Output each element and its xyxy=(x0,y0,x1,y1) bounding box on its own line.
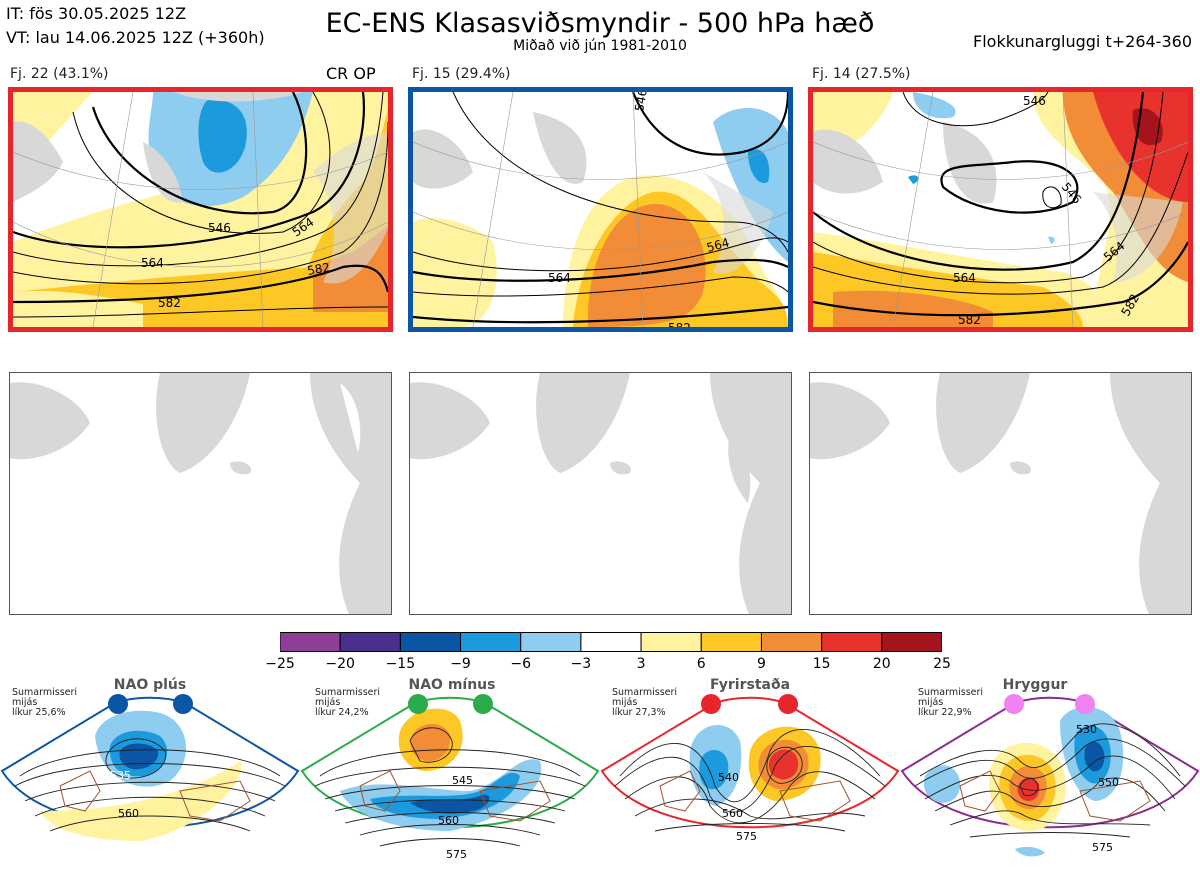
regime-4-season-line-1: Sumarmisseri xyxy=(918,687,984,698)
cluster-2-contour-label-4: 546 xyxy=(632,92,650,113)
regime-2-season-line-3: líkur 24,2% xyxy=(315,707,369,718)
colorbar-tick-label: −20 xyxy=(325,656,355,672)
valid-time: VT: lau 14.06.2025 12Z (+360h) xyxy=(6,28,265,47)
regime-2-season-line-1: Sumarmisseri xyxy=(315,687,381,698)
regime-2-contour-3: 575 xyxy=(446,848,467,861)
colorbar-tick-label: 9 xyxy=(756,656,766,672)
colorbar-segment xyxy=(580,632,642,652)
cluster-3-contour-label-3: 582 xyxy=(958,313,981,327)
regime-4-contour-3: 575 xyxy=(1092,841,1113,854)
colorbar-tick-label: 3 xyxy=(636,656,646,672)
classification-window: Flokkunargluggi t+264-360 xyxy=(973,32,1192,51)
colorbar-segment xyxy=(881,632,943,652)
colorbar-segment xyxy=(460,632,522,652)
cluster-3-svg: 546 564 582 546 564 582 xyxy=(813,92,1188,327)
regime-4-name: Hryggur xyxy=(1002,677,1068,693)
regime-1-season-line-1: Sumarmisseri xyxy=(12,687,78,698)
regime-2-name: NAO mínus xyxy=(408,677,496,693)
colorbar-labels: −25 −20 −15 −9 −6 −3 3 6 9 15 20 25 xyxy=(260,656,962,676)
chart-title: EC-ENS Klasasviðsmyndir - 500 hPa hæð xyxy=(325,8,875,39)
colorbar-tick-label: 25 xyxy=(933,656,951,672)
empty-map-2 xyxy=(409,372,792,615)
cluster-3-contour-label-4: 546 xyxy=(1023,94,1046,108)
regime-3: Fyrirstaða Sumarmisseri mijás líkur 27,3… xyxy=(600,676,900,871)
cluster-1-contour-label-5: 582 xyxy=(306,260,331,278)
colorbar-segment xyxy=(760,632,823,652)
empty-map-3-svg xyxy=(810,373,1191,614)
regime-4-svg: 530 550 575 xyxy=(900,694,1200,857)
regime-3-season: Sumarmisseri mijás líkur 27,3% xyxy=(612,688,677,718)
regime-3-name: Fyrirstaða xyxy=(709,677,791,693)
colorbar-segment xyxy=(279,632,341,652)
colorbar-svg xyxy=(279,632,943,652)
empty-map-3 xyxy=(809,372,1192,615)
cluster-1-contour-label-2: 564 xyxy=(141,256,164,270)
regime-4-season-line-3: líkur 22,9% xyxy=(918,707,972,718)
colorbar-tick-label: −25 xyxy=(265,656,295,672)
cluster-2-svg: 564 564 582 546 xyxy=(413,92,788,327)
regime-3-season-line-2: mijás xyxy=(612,697,638,708)
regime-1-season-line-2: mijás xyxy=(12,697,38,708)
regime-4-season: Sumarmisseri mijás líkur 22,9% xyxy=(918,688,983,718)
regime-3-season-line-3: líkur 27,3% xyxy=(612,707,666,718)
regime-1: NAO plús Sumarmisseri mijás líkur 25,6% … xyxy=(0,676,300,871)
regime-1-contour-2: 560 xyxy=(118,807,139,820)
cluster-3-map: 546 564 582 546 564 582 xyxy=(808,87,1193,332)
cluster-1-svg: 546 564 582 564 582 xyxy=(13,92,388,327)
colorbar-tick-label: −9 xyxy=(450,656,471,672)
regime-3-season-line-1: Sumarmisseri xyxy=(612,687,678,698)
cluster-1-label: Fj. 22 (43.1%) xyxy=(10,66,109,82)
cluster-2-contour-label-1: 564 xyxy=(548,271,571,285)
colorbar-tick-label: 15 xyxy=(812,656,831,672)
colorbar-segment xyxy=(640,632,702,652)
regime-1-svg: 535 560 xyxy=(0,694,300,841)
regime-3-contour-1: 540 xyxy=(718,771,739,784)
regime-4-contour-1: 530 xyxy=(1076,723,1097,736)
colorbar-tick-label: −6 xyxy=(510,656,532,672)
cluster-3-label: Fj. 14 (27.5%) xyxy=(812,66,911,82)
regime-2-season: Sumarmisseri mijás líkur 24,2% xyxy=(315,688,380,718)
regime-1-season: Sumarmisseri mijás líkur 25,6% xyxy=(12,688,77,718)
colorbar-segment xyxy=(399,632,462,652)
cluster-2-map: 564 564 582 546 xyxy=(408,87,793,332)
regime-1-name: NAO plús xyxy=(113,677,187,693)
cluster-3-contour-label-2: 564 xyxy=(953,271,976,285)
colorbar-segment xyxy=(821,632,883,652)
regime-4: Hryggur Sumarmisseri mijás líkur 22,9% 5… xyxy=(900,676,1200,871)
regime-2-svg: 545 560 575 xyxy=(300,694,600,861)
init-time: IT: fös 30.05.2025 12Z xyxy=(6,4,187,23)
cluster-2-contour-label-3: 582 xyxy=(668,321,691,327)
cluster-1-tag: CR OP xyxy=(326,64,376,83)
regime-2-contour-1: 545 xyxy=(452,774,473,787)
colorbar xyxy=(279,632,943,652)
empty-map-2-svg xyxy=(410,373,791,614)
regime-1-contour-1: 535 xyxy=(110,769,131,782)
colorbar-segment xyxy=(700,632,762,652)
colorbar-tick-label: 6 xyxy=(696,656,706,672)
colorbar-tick-label: −3 xyxy=(570,656,592,672)
cluster-2-contour-label-2: 564 xyxy=(705,235,731,254)
regime-1-season-line-3: líkur 25,6% xyxy=(12,707,66,718)
cluster-1-contour-label-1: 546 xyxy=(208,221,231,235)
regime-3-svg: 540 560 575 xyxy=(600,694,900,843)
cluster-2-label: Fj. 15 (29.4%) xyxy=(412,66,511,82)
empty-map-1-svg xyxy=(10,373,391,614)
regime-4-contour-2: 550 xyxy=(1098,776,1119,789)
cluster-1-map: 546 564 582 564 582 xyxy=(8,87,393,332)
chart-subtitle: Miðað við jún 1981-2010 xyxy=(513,38,687,54)
colorbar-segment xyxy=(339,632,401,652)
regime-3-contour-3: 575 xyxy=(736,830,757,843)
empty-map-1 xyxy=(9,372,392,615)
colorbar-tick-label: −15 xyxy=(385,656,416,672)
regime-4-season-line-2: mijás xyxy=(918,697,944,708)
cluster-1-contour-label-3: 582 xyxy=(158,296,181,310)
regime-2-season-line-2: mijás xyxy=(315,697,341,708)
regime-3-contour-2: 560 xyxy=(722,807,743,820)
colorbar-segment xyxy=(520,632,582,652)
colorbar-tick-label: 20 xyxy=(872,656,891,672)
regime-2-contour-2: 560 xyxy=(438,814,459,827)
regime-2: NAO mínus Sumarmisseri mijás líkur 24,2%… xyxy=(300,676,600,871)
